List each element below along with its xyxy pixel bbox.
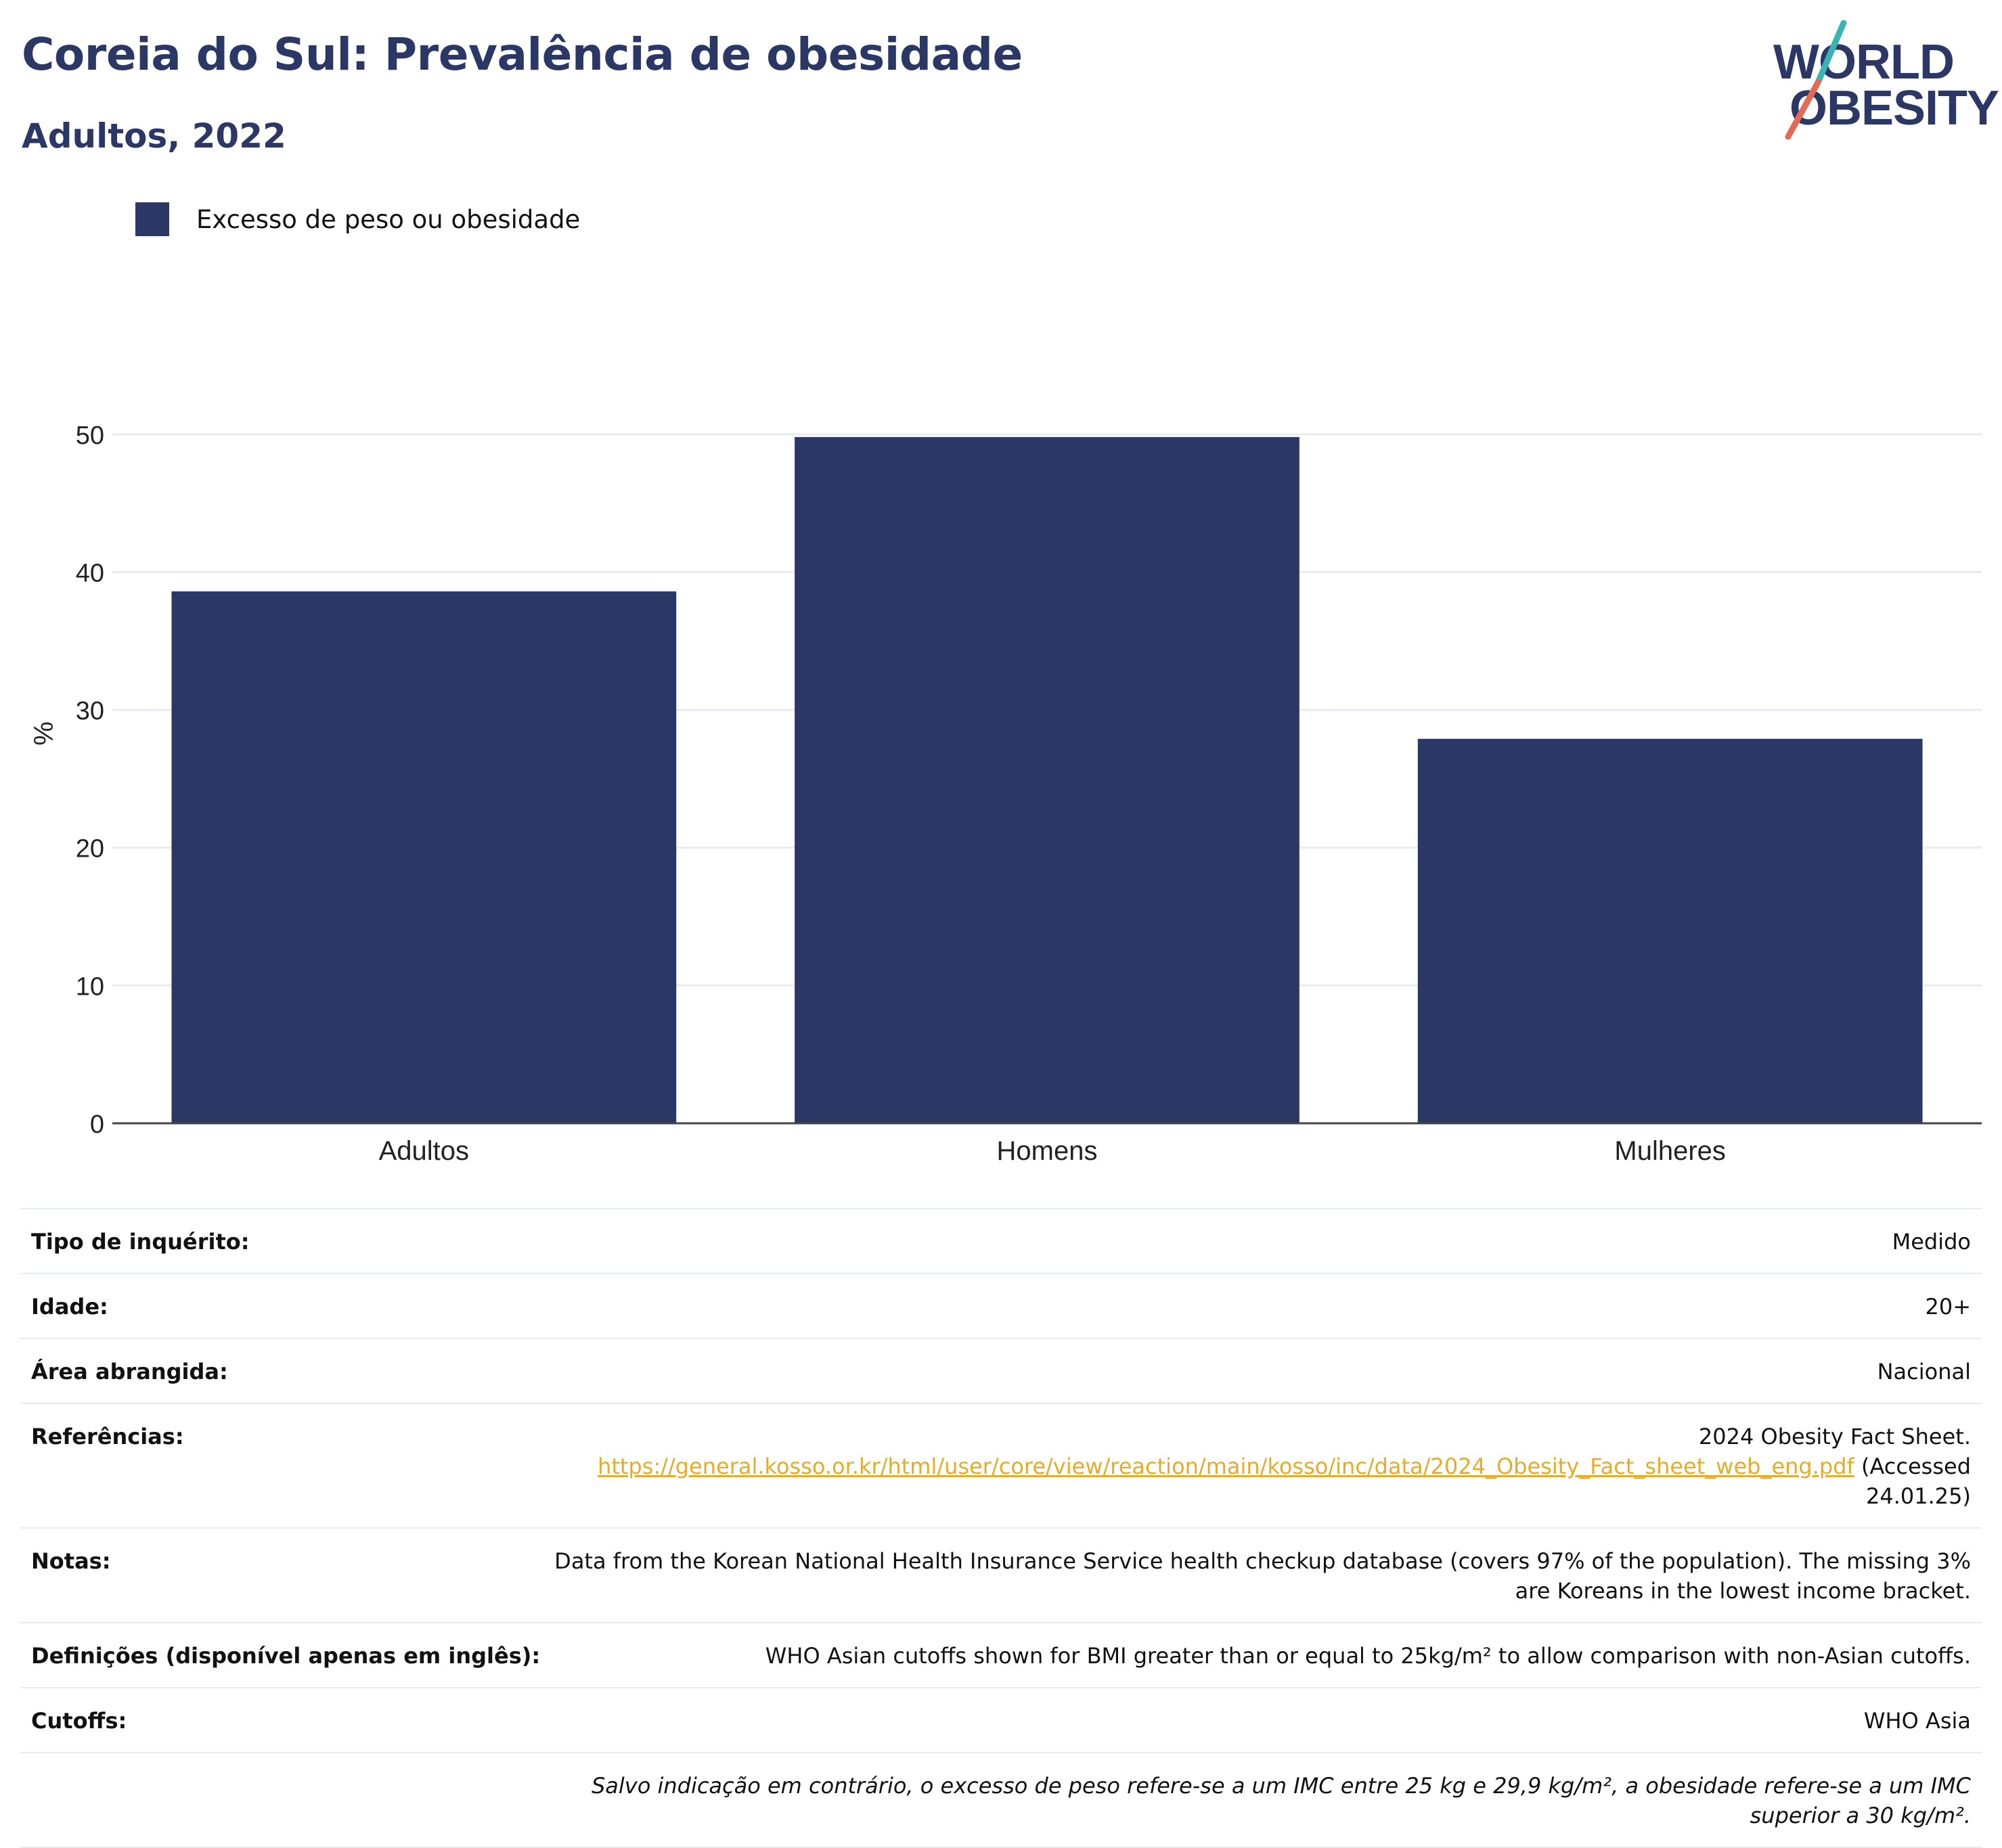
y-tick-label: 30 [76, 697, 104, 725]
info-value: Nacional [1877, 1359, 1971, 1384]
info-value: 2024 Obesity Fact Sheet. https://general… [516, 1422, 1971, 1511]
y-tick-label: 0 [90, 1110, 104, 1139]
info-label: Tipo de inquérito: [31, 1229, 250, 1255]
chart-subtitle: Adultos, 2022 [22, 116, 286, 156]
logo-word-2: OBESITY [1789, 81, 1999, 135]
axes: 0 10 20 30 40 50 Adultos Homens Mulheres [76, 422, 1982, 1166]
footnote: Salvo indicação em contrário, o excesso … [591, 1773, 1971, 1828]
info-label: Idade: [31, 1294, 108, 1320]
legend-label: Excesso de peso ou obesidade [196, 204, 581, 234]
chart-legend: Excesso de peso ou obesidade [135, 200, 580, 238]
info-row-notes: Notas: Data from the Korean National Hea… [20, 1529, 1982, 1623]
bars [171, 436, 1923, 1123]
info-value: WHO Asia [1863, 1708, 1971, 1734]
x-tick-label: Homens [997, 1136, 1098, 1166]
info-row-cutoffs: Cutoffs: WHO Asia [20, 1688, 1982, 1753]
info-label: Cutoffs: [31, 1708, 127, 1734]
y-axis-label: % [29, 721, 59, 746]
world-obesity-logo: WORLD OBESITY [1765, 18, 1999, 143]
info-label: Notas: [31, 1548, 111, 1574]
info-row-age: Idade: 20+ [20, 1274, 1982, 1339]
y-tick-label: 50 [76, 422, 104, 450]
info-value: WHO Asian cutoffs shown for BMI greater … [765, 1643, 1971, 1669]
info-value: Medido [1892, 1229, 1971, 1255]
info-label: Área abrangida: [31, 1359, 228, 1384]
x-tick-label: Adultos [379, 1136, 469, 1166]
info-row-survey-type: Tipo de inquérito: Medido [20, 1209, 1982, 1274]
reference-link[interactable]: https://general.kosso.or.kr/html/user/co… [598, 1453, 1854, 1479]
legend-swatch [135, 202, 169, 236]
logo-slash-icon [1785, 20, 1847, 140]
bar-chart: 0 10 20 30 40 50 Adultos Homens Mulheres % [29, 422, 1982, 1166]
y-tick-label: 40 [76, 559, 104, 587]
info-footnote-row: Salvo indicação em contrário, o excesso … [20, 1753, 1982, 1848]
chart-title: Coreia do Sul: Prevalência de obesidade [22, 28, 1023, 81]
bar-mulheres[interactable] [1417, 738, 1923, 1123]
y-tick-label: 10 [76, 972, 104, 1001]
bar-homens[interactable] [795, 436, 1299, 1123]
info-label: Referências: [31, 1424, 184, 1449]
info-value: 20+ [1925, 1294, 1971, 1320]
info-row-area: Área abrangida: Nacional [20, 1339, 1982, 1404]
info-label: Definições (disponível apenas em inglês)… [31, 1643, 541, 1669]
info-row-references: Referências: 2024 Obesity Fact Sheet. ht… [20, 1404, 1982, 1529]
logo-word-1: WORLD [1773, 35, 1955, 89]
info-value: Data from the Korean National Health Ins… [554, 1548, 1971, 1604]
reference-accessed: (Accessed 24.01.25) [1861, 1453, 1971, 1509]
bar-adultos[interactable] [171, 591, 677, 1123]
reference-title: 2024 Obesity Fact Sheet. [1698, 1424, 1971, 1449]
x-tick-label: Mulheres [1614, 1136, 1726, 1166]
info-table: Tipo de inquérito: Medido Idade: 20+ Áre… [20, 1208, 1982, 1848]
y-tick-label: 20 [76, 835, 104, 863]
info-row-definitions: Definições (disponível apenas em inglês)… [20, 1623, 1982, 1688]
